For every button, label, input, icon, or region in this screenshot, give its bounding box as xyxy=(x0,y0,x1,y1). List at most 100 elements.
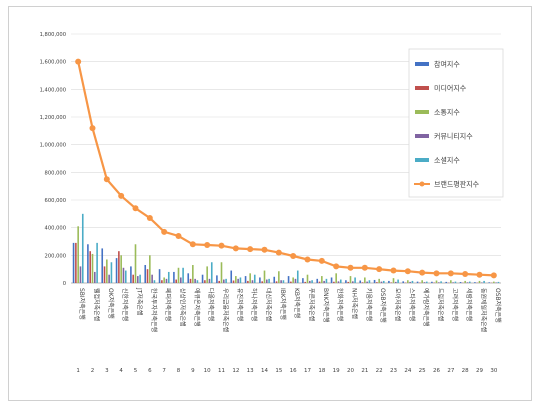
x-bank-label: 애큐온저축은행 xyxy=(193,288,201,327)
bar xyxy=(182,267,184,283)
x-bank-label: 다올저축은행 xyxy=(207,288,215,321)
bar xyxy=(325,278,328,283)
bar xyxy=(287,276,290,283)
bar xyxy=(153,280,156,283)
bar xyxy=(382,280,385,283)
x-rank-label: 7 xyxy=(162,368,166,374)
bar xyxy=(438,282,440,283)
bar xyxy=(445,281,448,283)
bar xyxy=(180,277,182,283)
x-rank-label: 9 xyxy=(191,368,195,374)
y-tick-label: 1,000,000 xyxy=(40,143,66,149)
bar xyxy=(352,281,354,283)
bar xyxy=(440,281,442,283)
bar xyxy=(411,280,414,283)
x-rank-label: 15 xyxy=(275,368,282,374)
bar xyxy=(146,269,149,283)
bar xyxy=(101,248,104,283)
line-point xyxy=(419,269,426,276)
bar xyxy=(493,281,495,283)
bar xyxy=(259,277,261,283)
x-rank-label: 28 xyxy=(462,368,469,374)
legend-swatch xyxy=(415,110,429,114)
bar xyxy=(110,262,113,283)
bar xyxy=(321,276,323,283)
bar xyxy=(431,281,433,283)
bar xyxy=(103,266,106,283)
bar xyxy=(232,280,235,283)
chart-canvas: 0 200,000 400,000 600,000 800,000 1,000,000 1,… xyxy=(40,32,504,374)
line-point xyxy=(146,214,153,221)
line-point xyxy=(318,257,325,264)
bar xyxy=(474,282,476,283)
bar xyxy=(478,280,481,283)
bar xyxy=(337,281,340,283)
bar xyxy=(87,244,89,283)
bar xyxy=(204,280,206,283)
bar xyxy=(495,282,497,283)
line-point xyxy=(175,232,182,239)
bar xyxy=(137,276,139,283)
bar xyxy=(395,281,397,283)
legend-swatch xyxy=(415,134,429,138)
x-rank-label: 16 xyxy=(290,368,297,374)
bar xyxy=(302,278,304,283)
legend-label: 소통지수 xyxy=(434,108,460,117)
bar xyxy=(459,282,462,283)
line-point xyxy=(376,266,383,273)
bar xyxy=(72,242,75,283)
x-rank-label: 20 xyxy=(347,368,354,374)
line-point xyxy=(261,246,268,253)
bar xyxy=(206,266,208,283)
x-bank-label: 페퍼저축은행 xyxy=(164,288,172,321)
x-rank-label: 26 xyxy=(433,368,440,374)
legend-swatch xyxy=(415,86,429,90)
line-point xyxy=(232,245,239,252)
bar xyxy=(120,255,122,283)
x-bank-label: BNK저축은행 xyxy=(322,288,330,323)
bar-series xyxy=(72,213,500,283)
bar xyxy=(75,242,77,283)
bar xyxy=(335,273,337,283)
bar xyxy=(108,274,110,283)
x-rank-label: 12 xyxy=(232,368,239,374)
x-bank-label: JT저축은행 xyxy=(136,287,144,316)
bar xyxy=(421,280,423,283)
x-bank-label: 유진저축은행 xyxy=(236,288,244,321)
bar xyxy=(247,280,249,283)
line-point xyxy=(132,205,139,212)
bar xyxy=(359,280,362,283)
bar xyxy=(251,280,254,283)
y-tick-label: 200,000 xyxy=(45,253,66,259)
bar xyxy=(464,280,466,283)
bar xyxy=(278,271,280,283)
bar xyxy=(368,280,371,283)
x-rank-label: 17 xyxy=(304,368,311,374)
x-rank-label: 11 xyxy=(218,368,225,374)
bar xyxy=(115,258,118,283)
bar xyxy=(497,281,500,283)
legend-label: 소셜지수 xyxy=(434,156,460,165)
bar xyxy=(466,282,469,283)
x-rank-label: 14 xyxy=(261,368,268,374)
bar xyxy=(106,259,108,283)
line-point xyxy=(275,249,282,256)
bar xyxy=(454,281,457,283)
bar xyxy=(130,266,132,283)
x-bank-label: 상상인저축은행 xyxy=(179,288,187,327)
bar xyxy=(290,281,292,283)
bar xyxy=(163,277,165,283)
legend-label: 커뮤니티지수 xyxy=(434,132,473,141)
bar xyxy=(89,251,91,283)
x-bank-label: 세람저축은행 xyxy=(465,288,473,321)
x-rank-label: 30 xyxy=(490,368,497,374)
line-point xyxy=(347,264,354,271)
x-rank-label: 29 xyxy=(476,368,483,374)
bar xyxy=(452,282,454,283)
bar xyxy=(416,281,419,283)
bar xyxy=(192,265,194,283)
bar xyxy=(483,280,485,283)
bar xyxy=(296,270,299,283)
bar xyxy=(235,276,237,283)
bar xyxy=(96,242,98,283)
